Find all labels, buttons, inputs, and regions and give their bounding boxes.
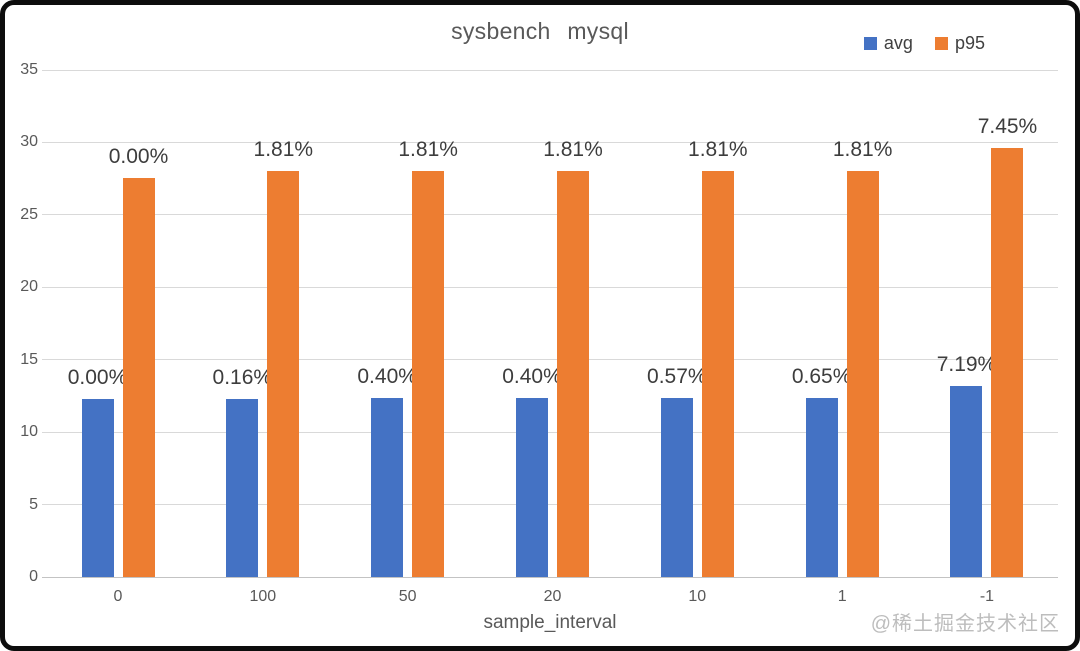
bar-label-avg: 0.40% (502, 365, 562, 389)
chart-title: sysbench mysql (451, 18, 629, 44)
watermark: @稀土掘金技术社区 (870, 613, 1060, 635)
gridline (42, 141, 1058, 143)
bar-avg (515, 398, 548, 577)
legend-item-avg: avg (863, 33, 913, 54)
x-tick-label: -1 (979, 588, 995, 605)
bar-label-p95: 1.81% (832, 137, 893, 161)
y-tick-label: 25 (20, 205, 38, 223)
bar-p95 (122, 177, 155, 577)
y-tick-label: 0 (29, 568, 38, 585)
x-tick-label: 10 (688, 588, 707, 605)
bar-label-avg: 0.57% (647, 364, 707, 388)
gridline (42, 431, 1058, 433)
legend-label: p95 (954, 33, 985, 53)
bar-p95 (412, 170, 445, 577)
bar-label-p95: 0.00% (108, 144, 169, 168)
bar-p95 (846, 170, 879, 577)
gridline (42, 69, 1058, 71)
legend-item-p95: p95 (934, 33, 985, 54)
y-tick-label: 10 (20, 423, 38, 441)
y-tick-label: 30 (20, 133, 38, 151)
bar-label-avg: 0.40% (357, 365, 417, 389)
legend-swatch-p95 (934, 37, 948, 50)
y-tick-label: 20 (20, 278, 38, 296)
y-tick-label: 5 (29, 495, 38, 513)
bar-avg (371, 398, 404, 577)
x-axis-line (42, 576, 1058, 578)
x-tick-label: 1 (837, 588, 847, 605)
bar-avg (226, 398, 259, 577)
bar-label-avg: 0.16% (212, 365, 273, 389)
bar-label-p95: 1.81% (688, 137, 748, 161)
bar-label-avg: 0.00% (67, 365, 128, 389)
bar-label-p95: 1.81% (398, 137, 458, 161)
y-tick-label: 35 (20, 61, 38, 78)
bar-avg (950, 386, 983, 577)
legend: avg p95 (863, 33, 985, 54)
x-tick-label: 0 (113, 588, 123, 605)
bar-p95 (556, 170, 589, 577)
bar-avg (805, 397, 838, 577)
bar-label-avg: 0.65% (791, 364, 852, 388)
bar-label-avg: 7.19% (936, 353, 997, 377)
legend-label: avg (883, 33, 913, 53)
bar-label-p95: 7.45% (977, 115, 1038, 139)
bar-p95 (701, 170, 734, 577)
bar-avg (81, 398, 114, 577)
bar-p95 (267, 170, 300, 577)
bar-avg (660, 397, 693, 577)
legend-swatch-avg (863, 37, 877, 50)
bar-p95 (991, 148, 1024, 577)
bar-label-p95: 1.81% (543, 137, 603, 161)
y-tick-label: 15 (20, 350, 38, 368)
x-axis-title: sample_interval (483, 612, 617, 633)
x-tick-label: 100 (249, 588, 277, 605)
bar-label-p95: 1.81% (253, 137, 314, 161)
gridline (42, 286, 1058, 288)
x-tick-label: 20 (543, 588, 562, 605)
x-tick-label: 50 (398, 588, 417, 605)
gridline (42, 504, 1058, 506)
gridline (42, 214, 1058, 216)
gridline (42, 359, 1058, 361)
